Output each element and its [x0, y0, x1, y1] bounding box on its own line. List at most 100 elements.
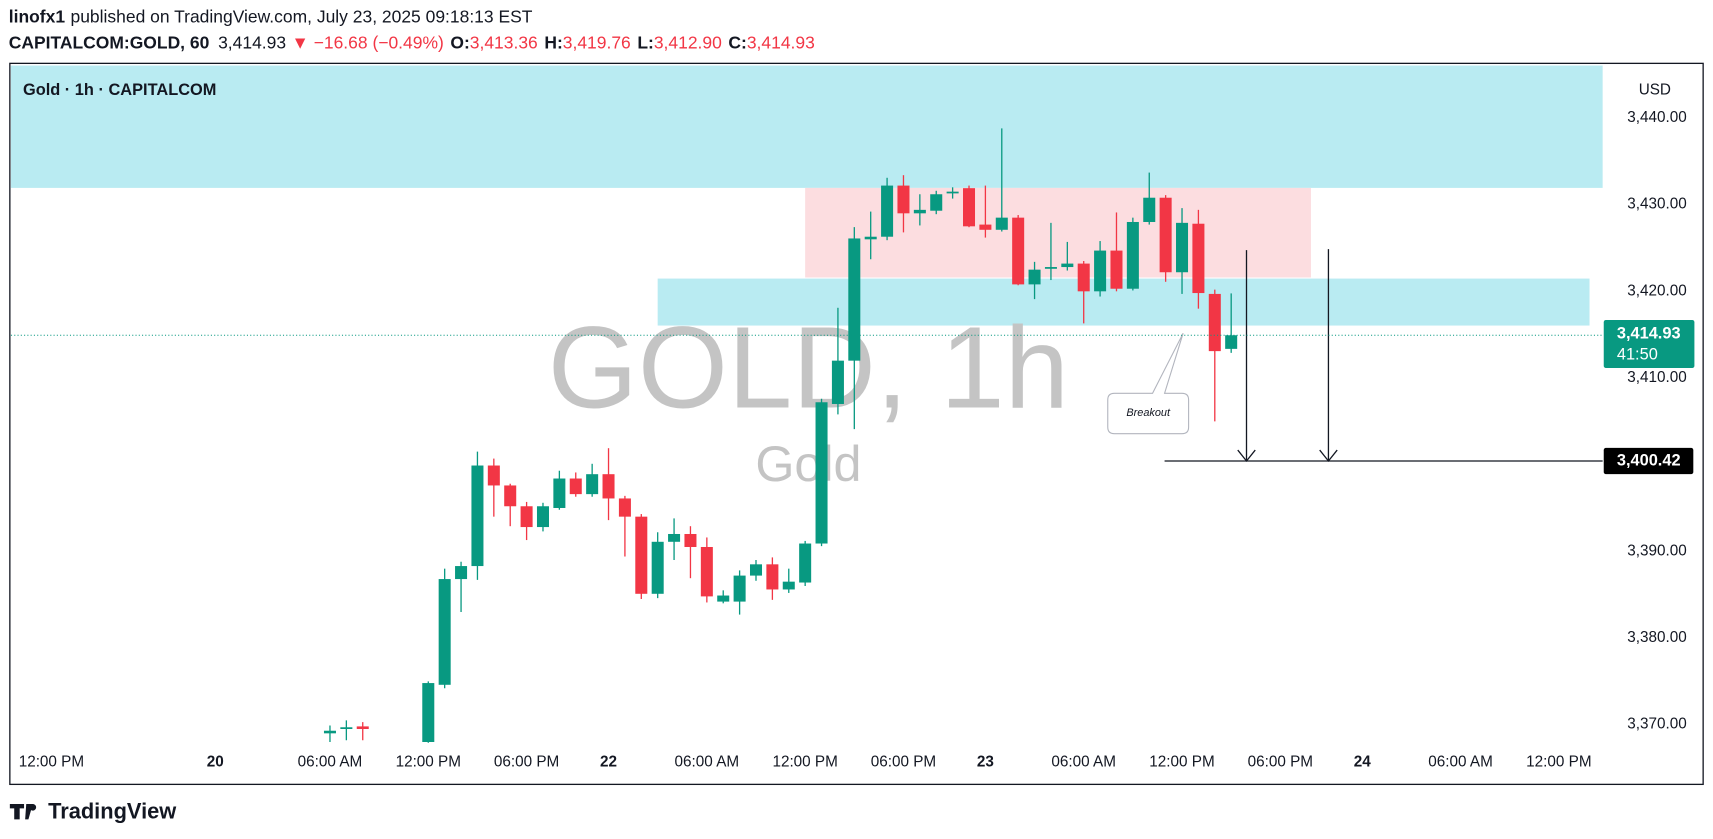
candle-body	[1110, 250, 1123, 289]
x-tick-label: 12:00 PM	[1526, 754, 1591, 771]
range-zone	[805, 187, 1311, 278]
symbol: CAPITALCOM:GOLD, 60	[9, 32, 210, 52]
price: 3,414.93	[218, 32, 286, 52]
candle-body	[831, 360, 844, 404]
y-tick-label: 3,420.00	[1627, 282, 1686, 299]
candle-body	[766, 564, 779, 590]
candle-body	[881, 185, 894, 237]
y-tick-label: 3,430.00	[1627, 196, 1686, 213]
price-level-label: 3,400.42	[1617, 451, 1681, 469]
x-tick-label: 06:00 AM	[298, 754, 363, 771]
watermark-sub: Gold	[755, 436, 861, 492]
candle-body	[1061, 263, 1074, 268]
candle-body	[717, 595, 730, 602]
candle-body	[1077, 263, 1090, 292]
chart-frame	[9, 62, 1704, 786]
x-tick-label: 12:00 PM	[19, 754, 84, 771]
ohlc-label: O:	[450, 32, 469, 52]
supply-zone	[10, 65, 1603, 188]
x-tick-label: 06:00 PM	[494, 754, 559, 771]
candle-body	[684, 533, 697, 547]
candle-body	[1012, 217, 1025, 285]
change: ▼ −16.68 (−0.49%)	[292, 32, 444, 52]
ohlc-label: L:	[637, 32, 654, 52]
arrows	[1237, 249, 1338, 463]
ohlc-label: H:	[544, 32, 562, 52]
currency-box	[1608, 72, 1696, 110]
candle-body	[422, 683, 435, 742]
x-tick-label: 20	[207, 754, 224, 771]
last-price-box	[1603, 319, 1695, 369]
support-zone	[657, 278, 1590, 326]
candle-body	[1126, 221, 1139, 289]
candle-body	[1028, 269, 1041, 285]
candle-body	[1192, 223, 1205, 294]
chart-title: Gold · 1h · CAPITALCOM	[23, 81, 216, 99]
candle-body	[602, 474, 615, 499]
plot-area	[323, 128, 1238, 743]
y-tick-label: 3,380.00	[1627, 629, 1686, 646]
candle-body	[1044, 267, 1057, 269]
candle-body	[897, 185, 910, 214]
candle-body	[668, 533, 681, 542]
candle-body	[782, 581, 795, 590]
x-tick-label: 06:00 PM	[1248, 754, 1313, 771]
candle-body	[848, 238, 861, 361]
x-tick-label: 12:00 PM	[1149, 754, 1214, 771]
x-tick-label: 06:00 AM	[1051, 754, 1116, 771]
candle-body	[946, 191, 959, 194]
footer-logo	[9, 804, 37, 820]
candle-body	[569, 478, 582, 495]
candle-body	[815, 402, 828, 544]
x-tick-label: 24	[1354, 754, 1371, 771]
publish-line: linofx1 published on TradingView.com, Jul…	[9, 6, 533, 26]
candle-body	[536, 506, 549, 528]
candle-body	[1176, 222, 1189, 273]
ohlc-value: 3,414.93	[747, 32, 815, 52]
candle-body	[356, 726, 369, 729]
candle-body	[963, 188, 976, 227]
candle-body	[1208, 293, 1221, 352]
x-tick-label: 23	[977, 754, 994, 771]
x-tick-label: 22	[600, 754, 617, 771]
ohlc-value: 3,413.36	[470, 32, 538, 52]
last-price-label: 3,414.93	[1617, 324, 1681, 342]
candle-body	[733, 575, 746, 602]
publisher: linofx1	[9, 6, 66, 26]
price-level-box	[1603, 447, 1694, 475]
candle-body	[635, 516, 648, 594]
candle-body	[487, 465, 500, 486]
candle-body	[323, 730, 336, 734]
x-tick-label: 12:00 PM	[772, 754, 837, 771]
candle-body	[618, 498, 631, 517]
candle-body	[586, 474, 599, 495]
published: published on TradingView.com, July 23, 2…	[71, 6, 533, 26]
y-tick-label: 3,410.00	[1627, 369, 1686, 386]
candle-body	[979, 224, 992, 230]
candle-body	[520, 506, 533, 528]
candle-body	[651, 541, 664, 594]
ohlc-value: 3,419.76	[563, 32, 631, 52]
x-tick-label: 06:00 AM	[675, 754, 740, 771]
x-tick-label: 12:00 PM	[396, 754, 461, 771]
candle-body	[1094, 250, 1107, 292]
y-tick-label: 3,390.00	[1627, 542, 1686, 559]
candle-body	[1143, 197, 1156, 222]
candle-body	[799, 543, 812, 583]
callout	[1107, 332, 1190, 435]
footer-brand: TradingView	[48, 799, 177, 824]
candle-body	[1225, 335, 1238, 349]
x-tick-label: 06:00 PM	[871, 754, 936, 771]
ohlc-label: C:	[728, 32, 746, 52]
candle-body	[471, 465, 484, 567]
countdown: 41:50	[1617, 345, 1658, 363]
candle-body	[1159, 197, 1172, 273]
candle-body	[995, 217, 1008, 230]
candle-body	[913, 209, 926, 214]
x-tick-label: 06:00 AM	[1428, 754, 1493, 771]
ohlc-value: 3,412.90	[654, 32, 722, 52]
y-tick-label: 3,440.00	[1627, 109, 1686, 126]
candle-body	[700, 546, 713, 597]
candle-body	[749, 564, 763, 576]
